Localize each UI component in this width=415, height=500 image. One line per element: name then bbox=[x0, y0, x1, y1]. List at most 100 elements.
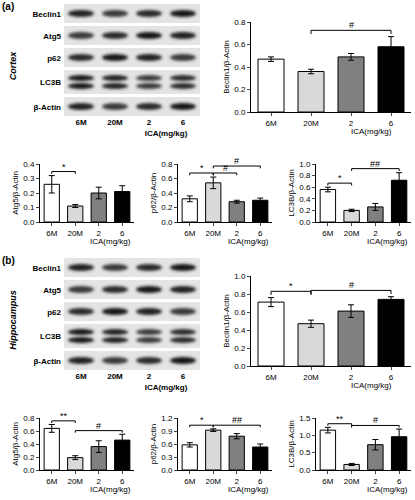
svg-text:0.8: 0.8 bbox=[299, 171, 311, 180]
svg-text:0.6: 0.6 bbox=[161, 440, 173, 449]
svg-text:#: # bbox=[223, 163, 228, 173]
svg-text:0.4: 0.4 bbox=[23, 440, 35, 449]
svg-text:*: * bbox=[62, 162, 66, 172]
svg-text:0.2: 0.2 bbox=[23, 453, 35, 462]
svg-text:Atg5: Atg5 bbox=[43, 286, 61, 295]
svg-text:ICA(mg/kg): ICA(mg/kg) bbox=[367, 237, 408, 246]
svg-text:2: 2 bbox=[147, 372, 152, 381]
svg-text:LC3B/β-Actin: LC3B/β-Actin bbox=[287, 169, 296, 216]
svg-text:0.0: 0.0 bbox=[161, 218, 173, 227]
svg-text:2: 2 bbox=[97, 229, 102, 238]
svg-text:0.6: 0.6 bbox=[23, 427, 35, 436]
svg-text:0.4: 0.4 bbox=[299, 195, 311, 204]
svg-text:0.5: 0.5 bbox=[299, 448, 311, 457]
svg-text:Beclin1/β-Actin: Beclin1/β-Actin bbox=[222, 40, 231, 94]
svg-text:6: 6 bbox=[181, 118, 186, 127]
svg-text:#: # bbox=[234, 156, 239, 166]
svg-text:6M: 6M bbox=[322, 477, 333, 486]
svg-text:1.0: 1.0 bbox=[234, 272, 246, 281]
svg-text:Beclin1: Beclin1 bbox=[33, 264, 62, 273]
svg-text:ICA(mg/kg): ICA(mg/kg) bbox=[145, 129, 188, 138]
svg-text:0.9: 0.9 bbox=[161, 427, 173, 436]
svg-text:6M: 6M bbox=[46, 477, 57, 486]
svg-text:ICA(mg/kg): ICA(mg/kg) bbox=[90, 485, 131, 494]
svg-text:1.0: 1.0 bbox=[299, 431, 311, 440]
svg-text:0.0: 0.0 bbox=[299, 218, 311, 227]
svg-text:ICA(mg/kg): ICA(mg/kg) bbox=[145, 383, 188, 392]
svg-text:1.5: 1.5 bbox=[299, 414, 311, 423]
svg-text:Atg5/β-Actin: Atg5/β-Actin bbox=[11, 422, 20, 466]
svg-text:ICA(mg/kg): ICA(mg/kg) bbox=[351, 381, 392, 390]
svg-text:0.8: 0.8 bbox=[161, 160, 173, 169]
svg-text:20M: 20M bbox=[107, 372, 123, 381]
svg-text:**: ** bbox=[60, 411, 68, 421]
svg-text:0.8: 0.8 bbox=[23, 414, 35, 423]
svg-text:0.2: 0.2 bbox=[23, 189, 35, 198]
svg-text:0.6: 0.6 bbox=[234, 308, 246, 317]
svg-text:0.8: 0.8 bbox=[234, 290, 246, 299]
svg-text:0.4: 0.4 bbox=[234, 63, 246, 72]
svg-text:20M: 20M bbox=[303, 373, 319, 382]
svg-text:20M: 20M bbox=[67, 477, 83, 486]
svg-text:p62: p62 bbox=[47, 54, 61, 63]
svg-text:0.0: 0.0 bbox=[23, 466, 35, 475]
svg-text:ICA(mg/kg): ICA(mg/kg) bbox=[351, 127, 392, 136]
svg-text:2: 2 bbox=[235, 229, 240, 238]
svg-text:20M: 20M bbox=[303, 119, 319, 128]
svg-text:20M: 20M bbox=[67, 229, 83, 238]
svg-text:6: 6 bbox=[258, 477, 263, 486]
svg-text:0.4: 0.4 bbox=[234, 326, 246, 335]
svg-text:LC3B/β-Actin: LC3B/β-Actin bbox=[287, 420, 296, 467]
svg-text:Cortex: Cortex bbox=[8, 51, 18, 81]
svg-text:#: # bbox=[349, 280, 354, 290]
svg-text:20M: 20M bbox=[205, 229, 221, 238]
svg-text:#: # bbox=[373, 415, 378, 425]
svg-text:p62/β-Actin: p62/β-Actin bbox=[149, 173, 158, 214]
svg-text:6M: 6M bbox=[322, 229, 333, 238]
svg-text:6M: 6M bbox=[75, 372, 86, 381]
svg-text:6: 6 bbox=[120, 229, 125, 238]
svg-text:20M: 20M bbox=[344, 229, 360, 238]
svg-text:20M: 20M bbox=[205, 477, 221, 486]
svg-text:**: ** bbox=[336, 414, 344, 424]
svg-text:ICA(mg/kg): ICA(mg/kg) bbox=[367, 485, 408, 494]
svg-text:6M: 6M bbox=[184, 229, 195, 238]
svg-text:##: ## bbox=[370, 159, 380, 169]
svg-text:2: 2 bbox=[349, 119, 354, 128]
svg-text:1.0: 1.0 bbox=[299, 160, 311, 169]
svg-text:*: * bbox=[289, 281, 293, 291]
svg-text:Hippocampus: Hippocampus bbox=[8, 290, 18, 350]
svg-text:*: * bbox=[200, 415, 204, 425]
svg-text:#: # bbox=[96, 421, 101, 431]
svg-text:2: 2 bbox=[349, 373, 354, 382]
svg-text:β-Actin: β-Actin bbox=[33, 357, 61, 366]
svg-text:0.6: 0.6 bbox=[234, 40, 246, 49]
svg-text:2: 2 bbox=[147, 118, 152, 127]
svg-text:20M: 20M bbox=[344, 477, 360, 486]
svg-text:Beclin1/β-Actin: Beclin1/β-Actin bbox=[222, 294, 231, 348]
svg-text:2: 2 bbox=[97, 477, 102, 486]
svg-text:6M: 6M bbox=[75, 118, 86, 127]
svg-text:0.2: 0.2 bbox=[234, 344, 246, 353]
svg-text:6M: 6M bbox=[46, 229, 57, 238]
svg-text:Atg5/β-Actin: Atg5/β-Actin bbox=[11, 171, 20, 215]
svg-text:2: 2 bbox=[373, 229, 378, 238]
svg-text:*: * bbox=[200, 163, 204, 173]
svg-text:0.0: 0.0 bbox=[234, 362, 246, 371]
svg-text:0.0: 0.0 bbox=[234, 108, 246, 117]
svg-text:ICA(mg/kg): ICA(mg/kg) bbox=[90, 237, 131, 246]
svg-text:0.3: 0.3 bbox=[23, 174, 35, 183]
svg-text:2: 2 bbox=[235, 477, 240, 486]
svg-text:0.0: 0.0 bbox=[161, 466, 173, 475]
svg-text:p62: p62 bbox=[47, 308, 61, 317]
svg-text:6: 6 bbox=[389, 119, 394, 128]
svg-text:0.6: 0.6 bbox=[299, 183, 311, 192]
svg-text:6: 6 bbox=[389, 373, 394, 382]
svg-text:LC3B: LC3B bbox=[40, 78, 61, 87]
svg-text:0.6: 0.6 bbox=[161, 174, 173, 183]
svg-text:(b): (b) bbox=[2, 255, 15, 266]
svg-text:6: 6 bbox=[397, 229, 402, 238]
svg-text:Beclin1: Beclin1 bbox=[33, 10, 62, 19]
svg-text:0.0: 0.0 bbox=[299, 466, 311, 475]
svg-text:0.2: 0.2 bbox=[161, 203, 173, 212]
